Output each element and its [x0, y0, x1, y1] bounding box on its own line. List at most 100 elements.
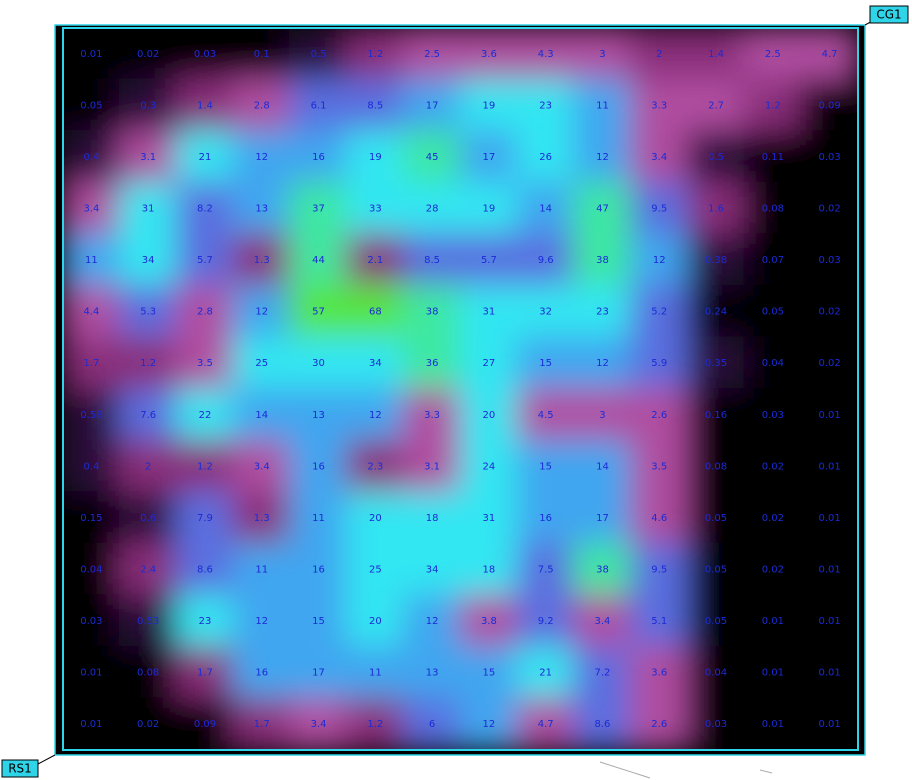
outer-boundary — [54, 24, 866, 756]
grid-value: 8.5 — [367, 100, 383, 111]
grid-value: 0.01 — [818, 565, 840, 576]
heat-cell — [63, 233, 121, 287]
heat-cell — [573, 542, 632, 597]
heat-cell — [118, 284, 178, 339]
heat-cell — [402, 28, 462, 81]
heat-cell — [743, 130, 803, 184]
heat-cell — [63, 336, 121, 390]
grid-value: 6 — [429, 719, 435, 730]
grid-value: 1.3 — [254, 513, 270, 524]
grid-value: 1.7 — [197, 668, 213, 679]
grid-value: 47 — [596, 204, 609, 215]
grid-value: 9.6 — [538, 255, 554, 266]
heat-cell — [800, 439, 858, 494]
grid-value: 13 — [255, 204, 268, 215]
heat-cell — [289, 439, 348, 494]
grid-value: 0.04 — [80, 565, 102, 576]
grid-value: 5.7 — [197, 255, 213, 266]
heat-cell — [232, 78, 292, 133]
grid-value: 6.1 — [311, 100, 327, 111]
grid-value: 8.6 — [197, 565, 213, 576]
heat-cell — [573, 594, 632, 648]
heat-cell — [118, 336, 178, 390]
heat-cell — [118, 491, 178, 545]
grid-value: 1.7 — [83, 358, 99, 369]
grid-value: 12 — [255, 616, 268, 627]
heat-cell — [118, 181, 178, 236]
heat-cell — [118, 28, 178, 81]
heat-cell — [345, 233, 405, 287]
grid-value: 3.4 — [311, 719, 327, 730]
heat-cell — [516, 181, 576, 236]
heat-cell — [63, 697, 121, 750]
heat-cell — [63, 284, 121, 339]
grid-value: 2 — [656, 49, 662, 60]
grid-value: 0.01 — [762, 668, 784, 679]
heat-cell — [743, 336, 803, 390]
heat-cell — [459, 336, 519, 390]
grid-value: 3.5 — [651, 461, 667, 472]
grid-value: 0.1 — [254, 49, 270, 60]
grid-value: 0.03 — [818, 255, 840, 266]
grid-value: 4.7 — [822, 49, 838, 60]
grid-value: 7.9 — [197, 513, 213, 524]
grid-value: 4.7 — [538, 719, 554, 730]
heat-cell — [459, 542, 519, 597]
heat-cell — [800, 697, 858, 750]
heat-cell — [345, 130, 405, 184]
heat-cell — [289, 78, 348, 133]
heat-cell — [686, 388, 746, 442]
grid-value: 34 — [426, 565, 439, 576]
heat-cell — [573, 491, 632, 545]
grid-value: 11 — [596, 100, 609, 111]
grid-value: 26 — [539, 152, 552, 163]
grid-value: 0.01 — [762, 719, 784, 730]
grid-value: 0.08 — [137, 668, 159, 679]
grid-value: 33 — [369, 204, 382, 215]
grid-value: 13 — [426, 668, 439, 679]
heat-cell — [232, 439, 292, 494]
grid-value: 1.7 — [254, 719, 270, 730]
heat-cell — [402, 645, 462, 700]
grid-value: 20 — [369, 513, 382, 524]
heat-cell — [629, 594, 689, 648]
grid-value: 0.5 — [708, 152, 724, 163]
heat-cell — [118, 645, 178, 700]
grid-value: 0.01 — [818, 513, 840, 524]
grid-value: 25 — [255, 358, 268, 369]
grid-value: 3.6 — [481, 49, 497, 60]
heat-cell — [573, 28, 632, 81]
heat-cell — [289, 181, 348, 236]
heat-cell — [629, 645, 689, 700]
grid-value: 2.6 — [651, 719, 667, 730]
grid-value: 0.03 — [705, 719, 727, 730]
heat-cell — [402, 439, 462, 494]
heat-cell — [345, 491, 405, 545]
grid-value: 18 — [483, 565, 496, 576]
heat-cell — [345, 284, 405, 339]
grid-value: 1.2 — [367, 49, 383, 60]
heat-cell — [402, 388, 462, 442]
heat-cell — [175, 284, 235, 339]
grid-value: 0.03 — [818, 152, 840, 163]
heat-cell — [63, 594, 121, 648]
heat-cell — [573, 645, 632, 700]
grid-value: 23 — [539, 100, 552, 111]
heat-cell — [573, 388, 632, 442]
grid-value: 12 — [426, 616, 439, 627]
heat-cell — [63, 28, 121, 81]
grid-value: 0.02 — [137, 719, 159, 730]
heat-cell — [743, 181, 803, 236]
grid-value: 0.05 — [705, 565, 727, 576]
grid-value: 19 — [369, 152, 382, 163]
heat-cell — [743, 233, 803, 287]
heat-cell — [743, 491, 803, 545]
heat-cell — [402, 542, 462, 597]
heat-cell — [516, 78, 576, 133]
heat-cell — [402, 181, 462, 236]
grid-value: 0.02 — [137, 49, 159, 60]
heat-cell — [516, 491, 576, 545]
heat-cell — [118, 388, 178, 442]
heat-cell — [345, 645, 405, 700]
grid-value: 11 — [255, 565, 268, 576]
